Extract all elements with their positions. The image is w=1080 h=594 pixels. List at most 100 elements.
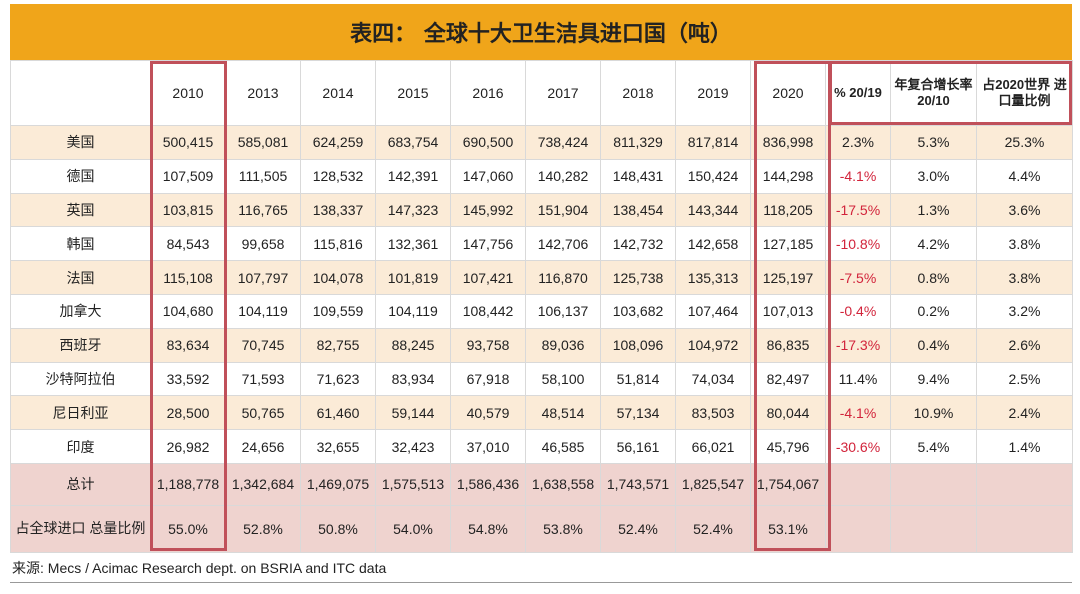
value-cell: 45,796 <box>750 429 826 464</box>
value-cell: 143,344 <box>675 192 751 228</box>
value-cell: 140,282 <box>525 158 601 194</box>
value-cell: 500,415 <box>150 125 226 160</box>
value-cell: 56,161 <box>600 429 676 464</box>
value-cell: 28,500 <box>150 395 226 431</box>
value-cell: 82,497 <box>750 361 826 397</box>
share-value-cell: 54.0% <box>375 504 451 553</box>
value-cell: 33,592 <box>150 361 226 397</box>
share-value-cell: 55.0% <box>150 504 226 553</box>
share-value-cell: 50.8% <box>300 504 376 553</box>
value-cell: 142,706 <box>525 226 601 262</box>
value-cell: 116,870 <box>525 260 601 295</box>
country-cell: 加拿大 <box>10 293 151 329</box>
header-corner <box>10 60 151 126</box>
pct-change-cell: -0.4% <box>825 293 891 329</box>
value-cell: 142,658 <box>675 226 751 262</box>
share-label: 占全球进口 总量比例 <box>10 504 151 553</box>
value-cell: 74,034 <box>675 361 751 397</box>
value-cell: 128,532 <box>300 158 376 194</box>
pct-change-cell: -4.1% <box>825 395 891 431</box>
value-cell: 585,081 <box>225 125 301 160</box>
world-share-cell: 2.5% <box>976 361 1073 397</box>
world-share-cell: 1.4% <box>976 429 1073 464</box>
value-cell: 26,982 <box>150 429 226 464</box>
header-cell: 2016 <box>450 60 526 126</box>
value-cell: 83,634 <box>150 327 226 363</box>
value-cell: 142,732 <box>600 226 676 262</box>
value-cell: 683,754 <box>375 125 451 160</box>
total-value-cell: 1,743,571 <box>600 462 676 506</box>
value-cell: 103,815 <box>150 192 226 228</box>
cagr-cell: 0.4% <box>890 327 977 363</box>
cagr-cell: 0.8% <box>890 260 977 295</box>
country-cell: 韩国 <box>10 226 151 262</box>
import-table: 2010 2013 2014 2015 2016 2017 2018 2019 … <box>10 60 1073 553</box>
table-title: 表四： 全球十大卫生洁具进口国（吨） <box>350 22 732 47</box>
value-cell: 71,623 <box>300 361 376 397</box>
country-cell: 美国 <box>10 125 151 160</box>
value-cell: 104,680 <box>150 293 226 329</box>
value-cell: 147,060 <box>450 158 526 194</box>
value-cell: 46,585 <box>525 429 601 464</box>
table-row: 法国 115,108 107,797 104,078 101,819 107,421 116… <box>10 260 1073 295</box>
value-cell: 107,464 <box>675 293 751 329</box>
value-cell: 93,758 <box>450 327 526 363</box>
value-cell: 151,904 <box>525 192 601 228</box>
world-share-cell: 3.8% <box>976 260 1073 295</box>
world-share-cell: 4.4% <box>976 158 1073 194</box>
value-cell: 50,765 <box>225 395 301 431</box>
value-cell: 811,329 <box>600 125 676 160</box>
empty-cell <box>825 462 891 506</box>
value-cell: 71,593 <box>225 361 301 397</box>
value-cell: 144,298 <box>750 158 826 194</box>
share-value-cell: 53.8% <box>525 504 601 553</box>
share-value-cell: 52.4% <box>600 504 676 553</box>
header-cell: % 20/19 <box>825 60 891 126</box>
pct-change-cell: -10.8% <box>825 226 891 262</box>
value-cell: 624,259 <box>300 125 376 160</box>
header-cell: 2013 <box>225 60 301 126</box>
world-share-cell: 2.6% <box>976 327 1073 363</box>
value-cell: 690,500 <box>450 125 526 160</box>
share-value-cell: 53.1% <box>750 504 826 553</box>
header-cell: 年复合增长率 20/10 <box>890 60 977 126</box>
source-note: 来源: Mecs / Acimac Research dept. on BSRI… <box>12 560 387 576</box>
pct-change-cell: -4.1% <box>825 158 891 194</box>
value-cell: 116,765 <box>225 192 301 228</box>
value-cell: 61,460 <box>300 395 376 431</box>
table-row: 沙特阿拉伯 33,592 71,593 71,623 83,934 67,918 58,10… <box>10 361 1073 397</box>
value-cell: 32,655 <box>300 429 376 464</box>
value-cell: 138,337 <box>300 192 376 228</box>
value-cell: 145,992 <box>450 192 526 228</box>
table-row: 德国 107,509 111,505 128,532 142,391 147,060 140… <box>10 158 1073 194</box>
value-cell: 58,100 <box>525 361 601 397</box>
pct-change-cell: -17.5% <box>825 192 891 228</box>
value-cell: 107,797 <box>225 260 301 295</box>
empty-cell <box>890 504 977 553</box>
cagr-cell: 3.0% <box>890 158 977 194</box>
country-cell: 英国 <box>10 192 151 228</box>
value-cell: 125,197 <box>750 260 826 295</box>
value-cell: 103,682 <box>600 293 676 329</box>
value-cell: 150,424 <box>675 158 751 194</box>
value-cell: 115,108 <box>150 260 226 295</box>
table-row: 西班牙 83,634 70,745 82,755 88,245 93,758 89,036 1… <box>10 327 1073 363</box>
value-cell: 99,658 <box>225 226 301 262</box>
country-cell: 法国 <box>10 260 151 295</box>
share-row: 占全球进口 总量比例 55.0% 52.8% 50.8% 54.0% 54.8% 53.8%… <box>10 504 1073 553</box>
cagr-cell: 4.2% <box>890 226 977 262</box>
value-cell: 24,656 <box>225 429 301 464</box>
value-cell: 104,119 <box>375 293 451 329</box>
value-cell: 37,010 <box>450 429 526 464</box>
pct-change-cell: -30.6% <box>825 429 891 464</box>
value-cell: 84,543 <box>150 226 226 262</box>
value-cell: 57,134 <box>600 395 676 431</box>
header-cell: 2019 <box>675 60 751 126</box>
value-cell: 107,013 <box>750 293 826 329</box>
value-cell: 132,361 <box>375 226 451 262</box>
total-value-cell: 1,754,067 <box>750 462 826 506</box>
table-row: 尼日利亚 28,500 50,765 61,460 59,144 40,579 48,514… <box>10 395 1073 431</box>
value-cell: 104,972 <box>675 327 751 363</box>
empty-cell <box>825 504 891 553</box>
country-cell: 印度 <box>10 429 151 464</box>
